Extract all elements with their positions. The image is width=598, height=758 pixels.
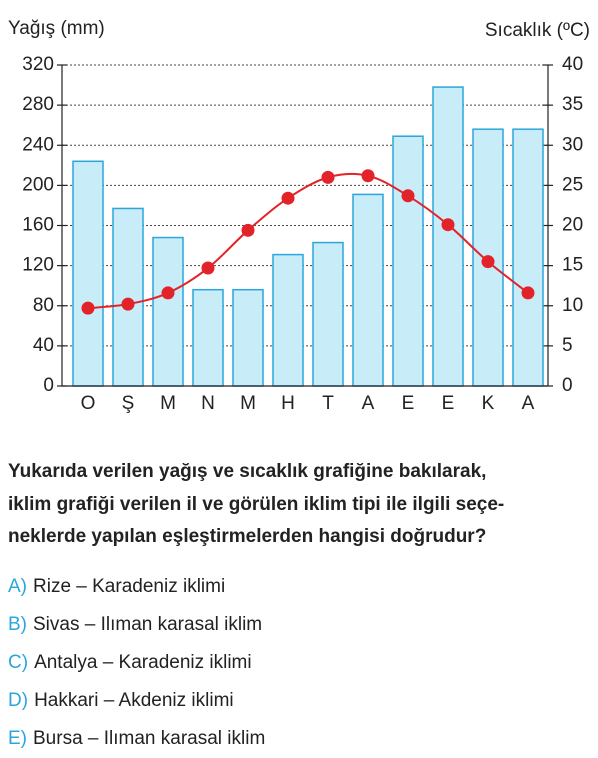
bar (272, 253, 304, 387)
option-letter: A) (8, 576, 27, 597)
y-tick-label: 200 (22, 174, 54, 195)
temperature-point (201, 261, 215, 275)
x-tick-label: H (281, 393, 295, 414)
y2-tick-label: 0 (562, 375, 573, 396)
option-letter: B) (8, 614, 27, 635)
y-tick-label: 320 (22, 54, 54, 75)
y-tick-label: 280 (22, 94, 54, 115)
option[interactable]: E) Bursa – Ilıman karasal iklim (8, 720, 265, 758)
bar (152, 236, 184, 387)
option-text: Bursa – Ilıman karasal iklim (33, 728, 266, 749)
option-letter: E) (8, 728, 27, 749)
chart: Yağış (mm) Sıcaklık (ºC) 040801201602002… (8, 18, 590, 414)
x-tick-label: E (402, 393, 415, 414)
bar (112, 207, 144, 387)
y-tick-label: 120 (22, 255, 54, 276)
option[interactable]: B) Sivas – Ilıman karasal iklim (8, 606, 265, 644)
y-tick-label: 160 (22, 215, 54, 236)
y-tick-label: 240 (22, 134, 54, 155)
bar (352, 193, 384, 387)
x-tick-label: E (442, 393, 455, 414)
y2-tick-label: 35 (562, 94, 583, 115)
x-tick-label: K (482, 393, 495, 414)
option-text: Rize – Karadeniz iklimi (33, 576, 226, 597)
x-tick-label: A (522, 393, 535, 414)
temperature-point (441, 218, 455, 232)
option[interactable]: C) Antalya – Karadeniz iklimi (8, 644, 265, 682)
temperature-point (81, 301, 95, 315)
temperature-point (161, 286, 175, 300)
question: Yukarıda verilen yağış ve sıcaklık grafi… (8, 456, 593, 554)
y2-tick-label: 40 (562, 54, 583, 75)
temperature-point (321, 170, 335, 184)
y2-tick-label: 30 (562, 134, 583, 155)
x-tick-label: Ş (122, 393, 135, 414)
question-line: Yukarıda verilen yağış ve sıcaklık grafi… (8, 461, 487, 482)
bar (72, 160, 104, 387)
option-letter: C) (8, 652, 29, 673)
y2-tick-label: 5 (562, 335, 573, 356)
y-tick-label: 40 (33, 335, 54, 356)
temperature-point (401, 189, 415, 203)
bar (392, 135, 424, 387)
x-tick-label: N (201, 393, 215, 414)
temperature-point (241, 223, 255, 237)
bar (512, 128, 544, 387)
option-text: Antalya – Karadeniz iklimi (34, 652, 252, 673)
temperature-point (521, 286, 535, 300)
bar (432, 86, 464, 387)
options: A) Rize – Karadeniz iklimi B) Sivas – Ilıma… (8, 568, 265, 758)
option-text: Sivas – Ilıman karasal iklim (33, 614, 263, 635)
option-letter: D) (8, 690, 29, 711)
option[interactable]: A) Rize – Karadeniz iklimi (8, 568, 265, 606)
y-tick-label: 80 (33, 295, 54, 316)
y2-tick-label: 15 (562, 255, 583, 276)
y2-tick-label: 20 (562, 215, 583, 236)
question-line: iklim grafiği verilen il ve görülen ikli… (8, 493, 505, 515)
x-tick-label: M (240, 393, 256, 414)
question-line: neklerde yapılan eşleştirmelerden hangis… (8, 526, 487, 547)
temperature-point (281, 191, 295, 205)
y2-tick-label: 10 (562, 295, 583, 316)
temperature-point (121, 297, 135, 311)
option[interactable]: D) Hakkari – Akdeniz iklimi (8, 682, 265, 720)
y-tick-label: 0 (43, 375, 54, 396)
y2-axis-title: Sıcaklık (ºC) (485, 20, 590, 41)
y-axis-title: Yağış (mm) (8, 18, 105, 39)
x-tick-label: O (81, 393, 96, 414)
option-text: Hakkari – Akdeniz iklimi (34, 690, 234, 711)
temperature-point (361, 169, 375, 183)
bar (192, 288, 224, 387)
x-tick-label: M (160, 393, 176, 414)
y2-tick-label: 25 (562, 174, 583, 195)
bar (312, 241, 344, 387)
x-tick-label: T (322, 393, 334, 414)
temperature-point (481, 255, 495, 269)
bar (232, 288, 264, 387)
x-tick-label: A (362, 393, 375, 414)
